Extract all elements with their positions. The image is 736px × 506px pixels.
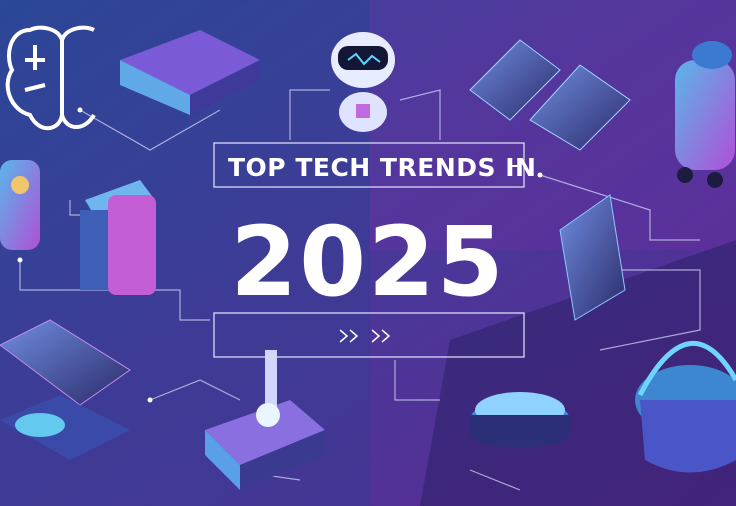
- robot-head: [331, 32, 395, 132]
- machine-bottom: [205, 350, 325, 490]
- year: 2025: [230, 206, 505, 318]
- device-box: [80, 180, 156, 295]
- robot-right: [675, 41, 735, 188]
- robot-left: [0, 160, 40, 250]
- drone-disc: [470, 392, 570, 447]
- arrow-box: [213, 312, 525, 358]
- title: TOP TECH TRENDS IN: [228, 153, 536, 182]
- brain-icon: [5, 25, 96, 131]
- solar-panels-top: [469, 39, 631, 151]
- title-box: TOP TECH TRENDS IN: [213, 142, 536, 188]
- basket-device: [635, 340, 736, 473]
- solar-station: [0, 319, 131, 460]
- solar-tower: [559, 194, 626, 321]
- vr-headset: [120, 30, 260, 115]
